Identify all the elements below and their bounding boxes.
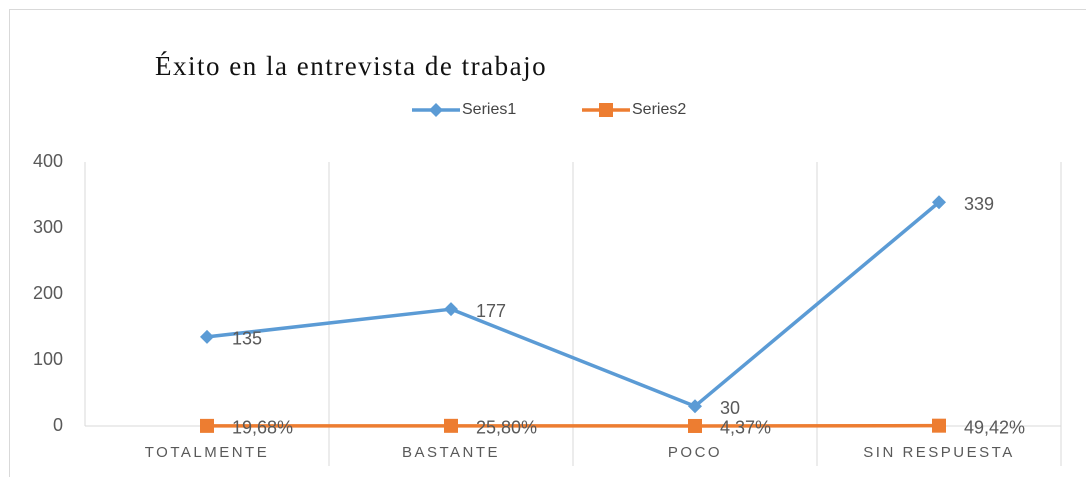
marker — [444, 418, 458, 433]
marker — [200, 418, 214, 433]
y-tick-label: 0 — [53, 415, 63, 435]
marker — [200, 329, 214, 344]
marker — [932, 195, 946, 210]
y-tick-label: 300 — [33, 217, 63, 237]
chart-border — [9, 9, 1086, 477]
data-label: 25,80% — [476, 418, 537, 438]
marker — [429, 103, 443, 117]
legend-label: Series1 — [462, 101, 516, 118]
data-label: 49,42% — [964, 417, 1025, 437]
data-label: 30 — [720, 398, 740, 418]
data-label: 135 — [232, 329, 262, 349]
marker — [688, 418, 702, 433]
y-tick-label: 200 — [33, 283, 63, 303]
data-label: 4,37% — [720, 418, 771, 438]
data-label: 177 — [476, 301, 506, 321]
series-line — [206, 200, 941, 408]
x-tick-label: BASTANTE — [402, 444, 500, 461]
x-tick-label: POCO — [668, 444, 722, 461]
y-tick-label: 100 — [33, 349, 63, 369]
data-label: 19,68% — [232, 418, 293, 438]
y-tick-label: 400 — [33, 151, 63, 171]
x-tick-label: TOTALMENTE — [145, 444, 269, 461]
data-label: 339 — [964, 194, 994, 214]
chart-title: Éxito en la entrevista de trabajo — [155, 51, 547, 81]
marker — [599, 103, 613, 117]
x-tick-label: SIN RESPUESTA — [863, 444, 1014, 461]
marker — [444, 302, 458, 317]
marker — [688, 399, 702, 414]
marker — [932, 418, 946, 433]
legend-label: Series2 — [632, 101, 686, 118]
